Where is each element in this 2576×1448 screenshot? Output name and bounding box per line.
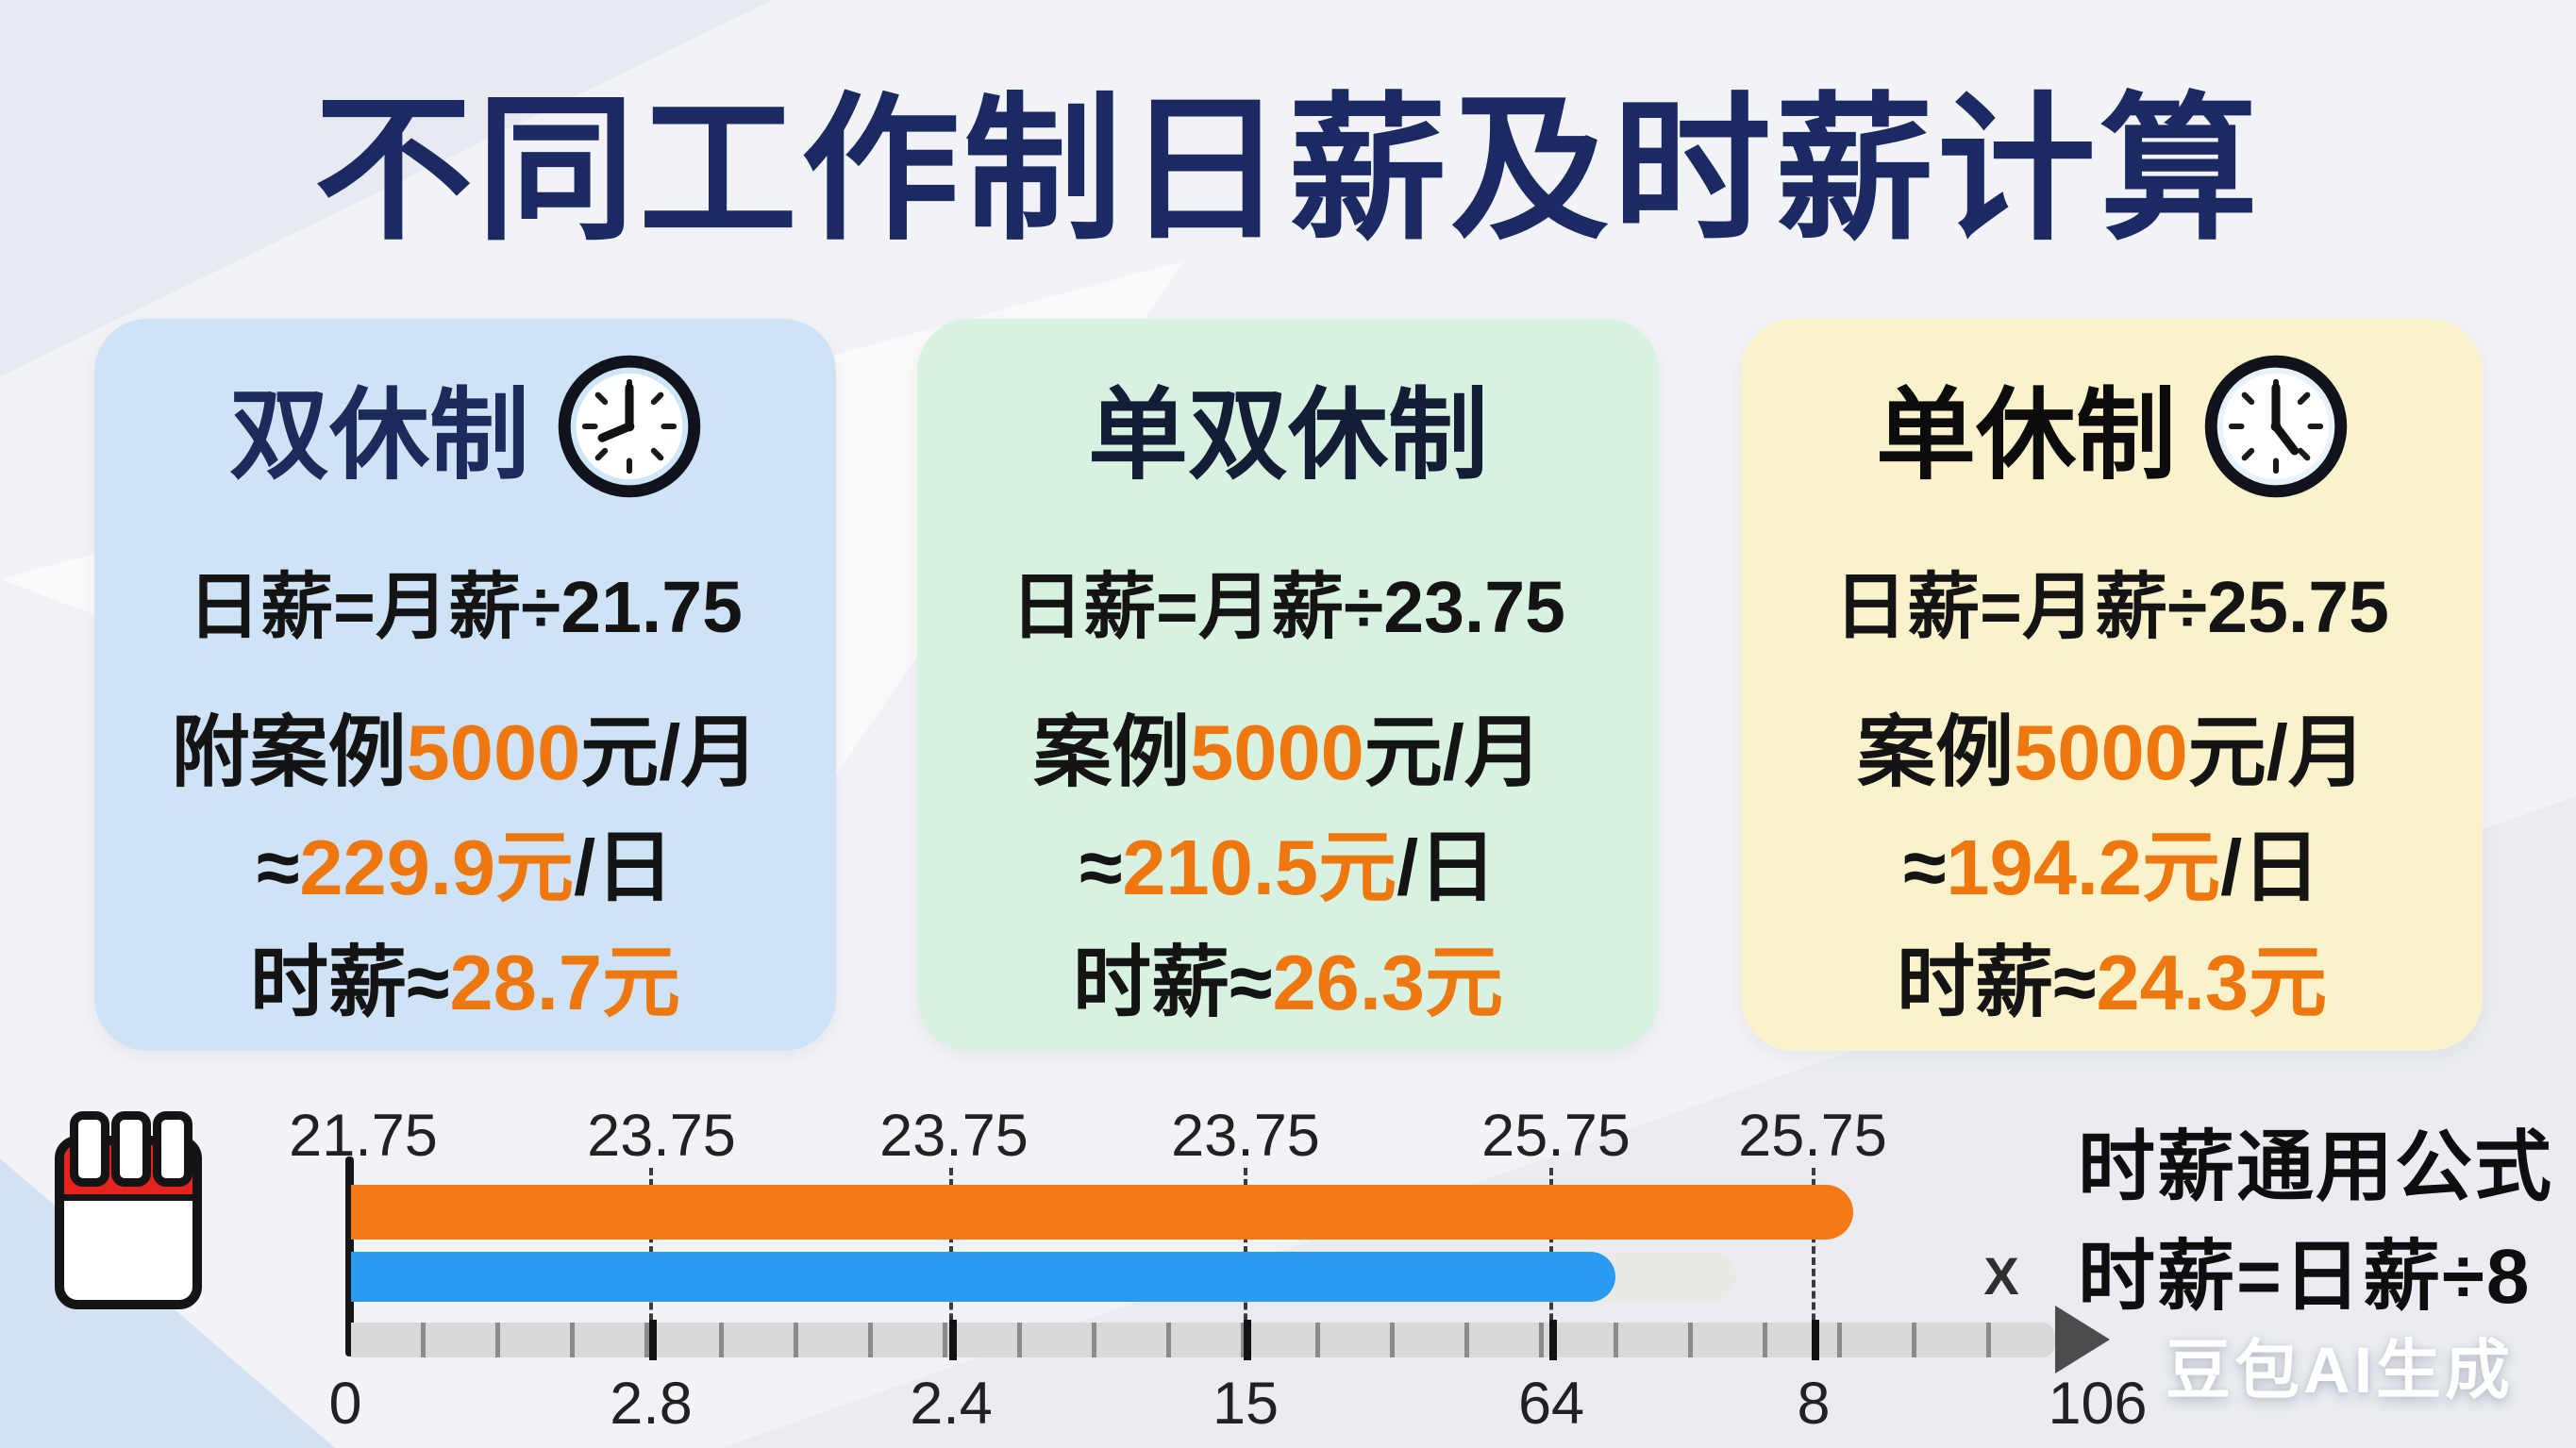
- work-system-card-alternating-rest: 单双休制 日薪=月薪÷23.75 案例5000元/月 ≈210.5元/日 时薪≈…: [917, 319, 1659, 1051]
- case-prefix: 附案例: [171, 708, 407, 796]
- ai-watermark: 豆包AI生成: [2166, 1334, 2514, 1406]
- hourly-result-line: 时薪≈24.3元: [1741, 919, 2483, 1032]
- blue-bar: [351, 1252, 1615, 1302]
- case-prefix: 案例: [1033, 708, 1191, 796]
- x-axis-band: [351, 1323, 2055, 1357]
- axis-top-label: 23.75: [587, 1103, 736, 1169]
- axis-top-label: 23.75: [1171, 1103, 1320, 1169]
- axis-bottom-label: 2.8: [610, 1371, 693, 1437]
- daily-suffix: /日: [574, 824, 675, 911]
- case-amount: 5000: [406, 708, 581, 796]
- calendar-ring: [111, 1111, 151, 1187]
- daily-value: 194.2元: [1946, 824, 2221, 911]
- case-line: 案例5000元/月: [917, 689, 1659, 802]
- clock-icon: [2204, 355, 2348, 498]
- card-title: 单双休制: [1088, 380, 1488, 491]
- axis-bottom-label: 64: [1517, 1371, 1585, 1437]
- major-tick: [949, 1320, 957, 1360]
- hourly-value: 28.7元: [449, 939, 681, 1026]
- hourly-prefix: 时薪≈: [1896, 939, 2097, 1026]
- daily-result-line: ≈210.5元/日: [917, 804, 1659, 917]
- axis-bottom-label: 8: [1797, 1371, 1831, 1437]
- daily-value: 210.5元: [1122, 824, 1397, 911]
- case-prefix: 案例: [1857, 708, 2015, 796]
- approx-sign: ≈: [256, 824, 300, 911]
- axis-bottom-label: 106: [2048, 1371, 2148, 1437]
- hourly-result-line: 时薪≈28.7元: [94, 919, 836, 1032]
- axis-bottom-label: 2.4: [910, 1371, 993, 1437]
- case-suffix: 元/月: [2187, 708, 2367, 796]
- approx-sign: ≈: [1902, 824, 1947, 911]
- hourly-prefix: 时薪≈: [1072, 939, 1273, 1026]
- major-tick: [1244, 1320, 1251, 1360]
- major-tick: [649, 1320, 657, 1360]
- major-tick: [1812, 1320, 1819, 1360]
- hourly-value: 24.3元: [2096, 939, 2328, 1026]
- axis-top-label: 23.75: [879, 1103, 1029, 1169]
- y-axis-line: [345, 1157, 354, 1356]
- case-line: 案例5000元/月: [1741, 689, 2483, 802]
- axis-arrow-icon: [2055, 1306, 2110, 1373]
- axis-bottom-label: 0: [328, 1371, 362, 1437]
- major-tick: [1549, 1320, 1557, 1360]
- axis-top-label: 25.75: [1481, 1103, 1631, 1169]
- daily-wage-formula: 日薪=月薪÷23.75: [1011, 567, 1565, 648]
- clock-icon: [558, 355, 701, 498]
- hourly-value: 26.3元: [1272, 939, 1504, 1026]
- axis-top-label: 25.75: [1738, 1103, 1887, 1169]
- hourly-result-line: 时薪≈26.3元: [917, 919, 1659, 1032]
- card-header: 双休制: [94, 351, 836, 502]
- card-title: 双休制: [229, 380, 529, 491]
- hourly-prefix: 时薪≈: [249, 939, 450, 1026]
- axis-top-label: 21.75: [289, 1103, 438, 1169]
- daily-wage-formula: 日薪=月薪÷21.75: [188, 567, 743, 648]
- daily-result-line: ≈194.2元/日: [1741, 804, 2483, 917]
- daily-suffix: /日: [2220, 824, 2321, 911]
- daily-result-line: ≈229.9元/日: [94, 804, 836, 917]
- hourly-formula-text: 时薪=日薪÷8: [2078, 1234, 2532, 1320]
- page-title: 不同工作制日薪及时薪计算: [314, 81, 2262, 258]
- card-title: 单休制: [1876, 380, 2176, 491]
- card-header: 单双休制: [917, 351, 1659, 502]
- case-suffix: 元/月: [580, 708, 760, 796]
- case-line: 附案例5000元/月: [94, 689, 836, 802]
- hourly-formula-title: 时薪通用公式: [2078, 1124, 2554, 1210]
- work-system-card-double-rest: 双休制 日薪=月薪÷21.75 附案例5000元/月 ≈229.: [94, 319, 836, 1051]
- calendar-ring: [70, 1111, 109, 1187]
- daily-suffix: /日: [1397, 824, 1497, 911]
- daily-wage-formula: 日薪=月薪÷25.75: [1834, 567, 2389, 648]
- approx-sign: ≈: [1079, 824, 1123, 911]
- axis-bottom-label: 15: [1212, 1371, 1280, 1437]
- calendar-icon: [55, 1111, 202, 1311]
- dashed-gridline: [1812, 1168, 1815, 1355]
- work-system-card-single-rest: 单休制 日薪=月薪÷25.75 案例5000元/月 ≈194.2: [1741, 319, 2483, 1051]
- card-header: 单休制: [1741, 351, 2483, 502]
- calendar-ring: [153, 1111, 192, 1187]
- case-amount: 5000: [2014, 708, 2188, 796]
- x-marker: X: [1983, 1246, 2019, 1306]
- case-suffix: 元/月: [1363, 708, 1543, 796]
- daily-value: 229.9元: [299, 824, 575, 911]
- case-amount: 5000: [1190, 708, 1364, 796]
- orange-bar: [351, 1185, 1853, 1240]
